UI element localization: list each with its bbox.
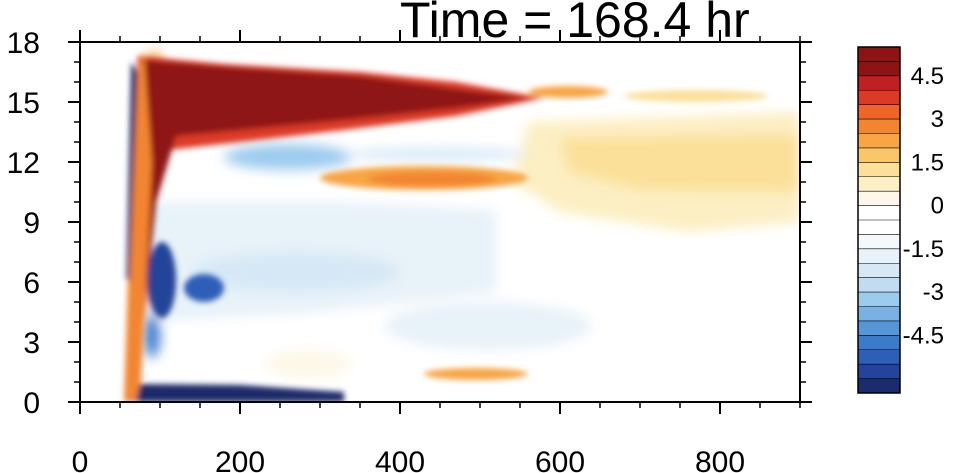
colorbar-label: 4.5 [911,63,944,90]
upper-band-tail-far [624,90,768,102]
colorbar-swatch [858,191,900,206]
y-tick-label: 0 [23,387,40,420]
field-sharp-layer [124,52,768,402]
weak-positive-low [264,350,352,378]
colorbar-swatch [858,147,900,163]
negative-patch-mid [192,252,400,292]
colorbar-swatch [858,119,900,134]
colorbar-swatch [858,90,900,105]
negative-band-upper [224,144,352,170]
colorbar-label: -3 [923,279,944,306]
colorbar-swatch [858,61,900,77]
colorbar: 4.5 3 1.5 0 -1.5 -3 -4.5 [857,46,944,394]
colorbar-swatch [858,349,900,365]
colorbar-swatch [858,292,900,307]
front-negative-blob [148,242,176,318]
negative-blob-mid [184,274,224,302]
left-negative-low [144,312,160,358]
colorbar-swatch [858,234,900,250]
x-tick-label: 400 [375,446,425,473]
colorbar-swatch [858,47,900,62]
negative-patch-low [384,302,592,350]
front-positive-strip [124,52,152,402]
y-tick-label: 12 [7,147,40,180]
colorbar-swatch [858,335,900,351]
y-tick-label: 6 [23,267,40,300]
y-tick-label: 3 [23,327,40,360]
colorbar-swatch [858,320,900,336]
colorbar-swatch [858,277,900,293]
negative-band-upper-right [344,148,528,160]
front-negative-strip [126,62,138,282]
chart-title: Time = 168.4 hr [400,0,750,48]
heatmap-field [80,42,800,402]
colorbar-swatch [858,263,900,278]
x-tick-label: 0 [72,446,89,473]
colorbar-swatch [858,378,900,394]
mid-positive-core [368,172,496,186]
y-tick-label: 15 [7,87,40,120]
field-soft-layer [144,50,800,378]
x-tick-label: 800 [695,446,745,473]
colorbar-label: -4.5 [903,322,944,349]
colorbar-swatch [858,176,900,192]
colorbar-swatch [858,248,900,264]
y-axis-ticks: 0 3 6 9 12 15 18 [7,27,812,420]
colorbar-swatch [858,133,900,149]
surface-negative-band [136,384,344,402]
upper-band-tail [528,86,608,98]
surface-positive-patch [424,368,528,380]
colorbar-swatch [858,364,900,379]
colorbar-swatch [858,306,900,322]
x-tick-label: 600 [535,446,585,473]
colorbar-swatch [858,75,900,91]
colorbar-frame [857,46,901,394]
colorbar-swatch [858,104,900,120]
y-tick-label: 18 [7,27,40,60]
weak-positive-core [560,134,800,192]
x-axis-ticks: 0 200 400 600 800 [72,30,801,473]
colorbar-label: -1.5 [903,236,944,263]
colorbar-swatch [858,162,900,178]
colorbar-label: 3 [931,106,944,133]
y-tick-label: 9 [23,207,40,240]
x-tick-label: 200 [215,446,265,473]
colorbar-swatch [858,205,900,221]
colorbar-swatch [858,220,900,235]
colorbar-label: 0 [931,193,944,220]
colorbar-label: 1.5 [911,149,944,176]
upper-positive-band-core [142,60,528,322]
